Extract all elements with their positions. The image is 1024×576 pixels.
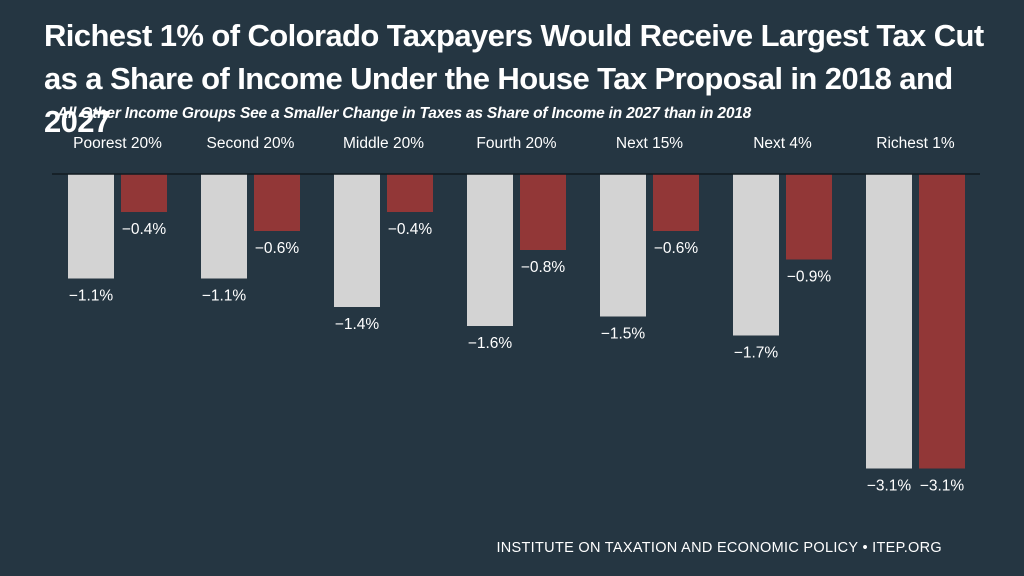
category-labels: Poorest 20% Second 20% Middle 20% Fourth 20… xyxy=(73,135,955,152)
category-label: Middle 20% xyxy=(343,135,424,152)
bar-2027-second-20 xyxy=(254,174,300,231)
bar-2018-second-20 xyxy=(201,174,247,279)
value-label: −3.1% xyxy=(920,478,965,495)
value-label: −1.1% xyxy=(202,288,247,305)
value-label: −0.8% xyxy=(521,259,566,276)
bar-2018-fourth-20 xyxy=(467,174,513,326)
footer-credit: INSTITUTE ON TAXATION AND ECONOMIC POLIC… xyxy=(496,540,942,556)
category-label: Richest 1% xyxy=(876,135,955,152)
bar-2027-poorest-20 xyxy=(121,174,167,212)
value-labels: −1.1% −0.4% −1.1% −0.6% −1.4% −0.4% −1.6% −0.8%… xyxy=(69,221,965,495)
value-label: −1.6% xyxy=(468,335,513,352)
value-label: −1.5% xyxy=(601,326,646,343)
bar-2018-next-4 xyxy=(733,174,779,336)
bar-2027-next-4 xyxy=(786,174,832,260)
bar-2027-middle-20 xyxy=(387,174,433,212)
value-label: −0.9% xyxy=(787,269,832,286)
category-label: Second 20% xyxy=(207,135,295,152)
value-label: −0.4% xyxy=(388,221,433,238)
value-label: −0.6% xyxy=(255,240,300,257)
value-label: −0.6% xyxy=(654,240,699,257)
category-label: Poorest 20% xyxy=(73,135,162,152)
bar-2018-richest-1 xyxy=(866,174,912,469)
bar-2027-fourth-20 xyxy=(520,174,566,250)
value-label: −3.1% xyxy=(867,478,912,495)
bar-2018-poorest-20 xyxy=(68,174,114,279)
bar-2027-richest-1 xyxy=(919,174,965,469)
value-label: −1.7% xyxy=(734,345,779,362)
chart-subtitle: All Other Income Groups See a Smaller Ch… xyxy=(57,105,752,122)
bar-2018-middle-20 xyxy=(334,174,380,307)
value-label: −0.4% xyxy=(122,221,167,238)
bar-2027-next-15 xyxy=(653,174,699,231)
chart-title: Richest 1% of Colorado Taxpayers Would R… xyxy=(44,18,984,139)
value-label: −1.1% xyxy=(69,288,114,305)
category-label: Fourth 20% xyxy=(476,135,556,152)
bars xyxy=(68,174,965,469)
category-label: Next 15% xyxy=(616,135,683,152)
value-label: −1.4% xyxy=(335,316,380,333)
category-label: Next 4% xyxy=(753,135,812,152)
bar-2018-next-15 xyxy=(600,174,646,317)
